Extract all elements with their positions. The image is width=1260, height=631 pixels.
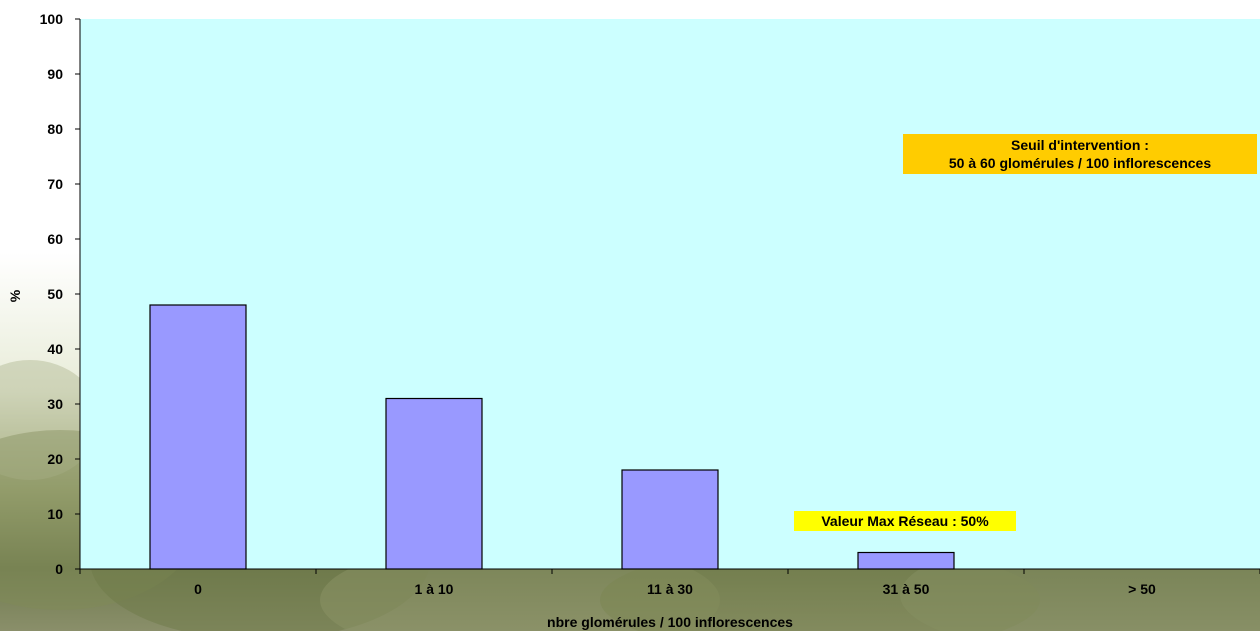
- max-network-value-annotation: Valeur Max Réseau : 50%: [794, 511, 1016, 531]
- y-tick-label: 20: [47, 451, 63, 467]
- y-axis-title: %: [7, 289, 23, 302]
- x-tick-label: 1 à 10: [415, 581, 454, 597]
- y-tick-label: 30: [47, 396, 63, 412]
- annotation-line: Valeur Max Réseau : 50%: [821, 513, 989, 529]
- x-tick-label: 31 à 50: [883, 581, 930, 597]
- y-tick-label: 100: [40, 11, 64, 27]
- annotation-line: Seuil d'intervention :: [1011, 137, 1149, 153]
- annotation-line: 50 à 60 glomérules / 100 inflorescences: [948, 155, 1212, 171]
- y-tick-label: 0: [55, 561, 63, 577]
- y-tick-label: 60: [47, 231, 63, 247]
- bar-series: [149, 304, 955, 570]
- x-tick-label: 11 à 30: [647, 581, 693, 597]
- bar: [621, 469, 719, 570]
- y-tick-label: 70: [47, 176, 63, 192]
- intervention-threshold-annotation: Seuil d'intervention : 50 à 60 glomérule…: [903, 134, 1257, 174]
- x-tick-label: 0: [194, 581, 202, 597]
- bar: [857, 551, 955, 570]
- y-tick-label: 90: [47, 66, 63, 82]
- x-axis: 0 1 à 10 11 à 30 31 à 50 > 50: [79, 568, 1260, 597]
- y-tick-label: 80: [47, 121, 63, 137]
- bar: [149, 304, 247, 570]
- y-tick-label: 50: [47, 286, 63, 302]
- y-tick-label: 10: [47, 506, 63, 522]
- x-tick-label: > 50: [1128, 581, 1156, 597]
- x-axis-title: nbre glomérules / 100 inflorescences: [547, 614, 793, 630]
- y-axis: 0 10 20 30 40 50 60 70 80 90 100: [40, 11, 81, 577]
- bar: [385, 397, 483, 570]
- y-tick-label: 40: [47, 341, 63, 357]
